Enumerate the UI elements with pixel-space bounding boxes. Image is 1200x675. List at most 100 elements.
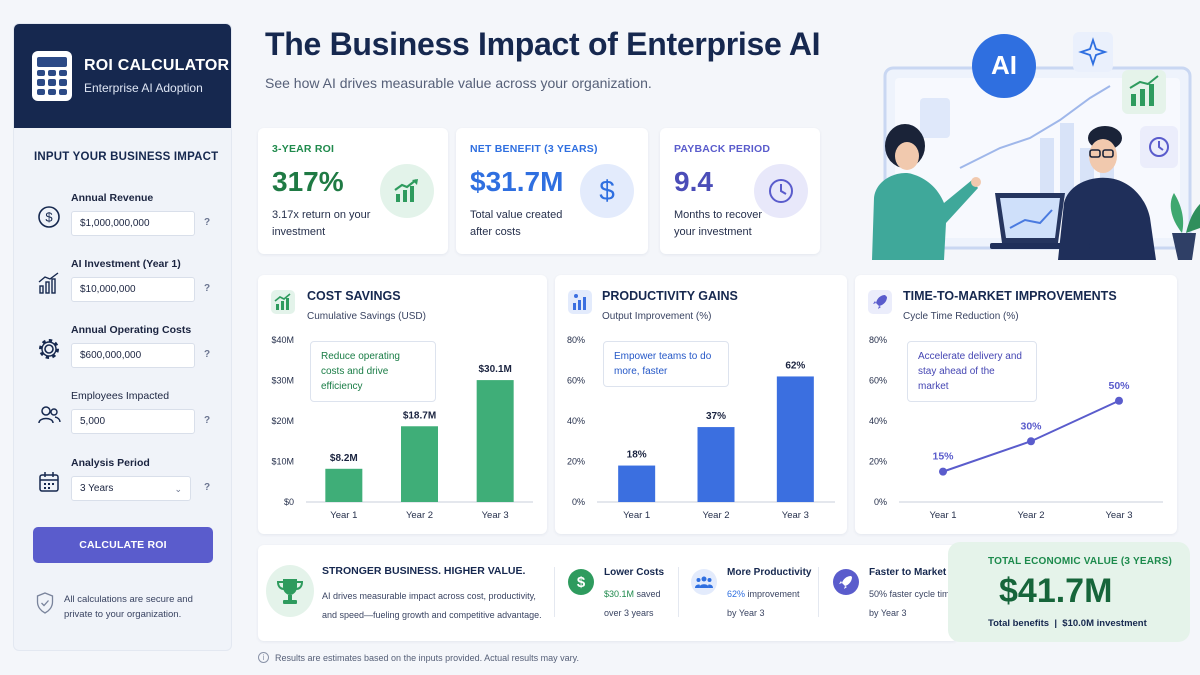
rocket-icon bbox=[833, 569, 859, 595]
bar bbox=[697, 427, 735, 502]
y-tick-label: 60% bbox=[567, 376, 585, 386]
y-tick-label: 20% bbox=[567, 457, 585, 467]
bar bbox=[476, 380, 514, 502]
clock-icon bbox=[754, 164, 808, 218]
benefit-line: by Year 3 bbox=[727, 608, 765, 618]
help-icon[interactable]: ? bbox=[204, 415, 211, 426]
bar bbox=[776, 376, 814, 502]
bar bbox=[325, 468, 363, 502]
gear-icon bbox=[39, 339, 59, 359]
chart-title: PRODUCTIVITY GAINS bbox=[602, 289, 738, 303]
security-note-text: All calculations are secure and private … bbox=[64, 594, 193, 620]
data-label: $30.1M bbox=[478, 364, 511, 375]
kpi-value: 9.4 bbox=[674, 166, 713, 197]
analysis-period-value: 3 Years bbox=[80, 483, 114, 494]
benefit-text: 50% faster cycle time by Year 3 bbox=[869, 585, 955, 623]
kpi-description: 3.17x return on your investment bbox=[272, 209, 371, 238]
x-tick-label: Year 2 bbox=[702, 510, 729, 521]
chart-callout: Reduce operating costs and drive efficie… bbox=[310, 341, 436, 402]
x-tick-label: Year 3 bbox=[482, 510, 509, 521]
x-tick-label: Year 2 bbox=[1017, 510, 1044, 521]
ai-investment-label: AI Investment (Year 1) bbox=[71, 258, 181, 270]
separator: | bbox=[1054, 618, 1058, 629]
chart-callout: Accelerate delivery and stay ahead of th… bbox=[907, 341, 1037, 402]
growth-chart-icon bbox=[380, 164, 434, 218]
cost-savings-card: COST SAVINGS Cumulative Savings (USD) $0… bbox=[258, 275, 547, 534]
y-tick-label: $10M bbox=[271, 457, 294, 467]
calculator-icon bbox=[32, 51, 72, 101]
kpi-card-roi: 3-YEAR ROI 317% 3.17x return on your inv… bbox=[258, 128, 448, 254]
chart-subtitle: Cumulative Savings (USD) bbox=[307, 311, 426, 322]
y-tick-label: 60% bbox=[869, 376, 887, 386]
users-icon bbox=[38, 406, 61, 424]
productivity-chart: 0% 20% 40% 60% 80% Year 1 Year 2 Year 3 18% 37% 62… bbox=[567, 335, 835, 521]
y-tick-label: 40% bbox=[567, 416, 585, 426]
kpi-label: NET BENEFIT (3 YEARS) bbox=[470, 143, 598, 155]
kpi-label: PAYBACK PERIOD bbox=[674, 143, 771, 155]
y-tick-label: 80% bbox=[869, 335, 887, 345]
employees-label: Employees Impacted bbox=[71, 390, 170, 402]
data-label: 62% bbox=[785, 360, 805, 371]
y-tick-label: 20% bbox=[869, 457, 887, 467]
benefit-line: by Year 3 bbox=[869, 608, 907, 618]
disclaimer-text: Results are estimates based on the input… bbox=[275, 652, 579, 663]
data-point bbox=[939, 467, 947, 476]
calculate-roi-button[interactable]: CALCULATE ROI bbox=[33, 527, 213, 563]
kpi-value: $31.7M bbox=[470, 166, 564, 197]
operating-costs-label: Annual Operating Costs bbox=[71, 324, 192, 336]
x-tick-label: Year 1 bbox=[623, 510, 650, 521]
help-icon[interactable]: ? bbox=[204, 283, 211, 294]
data-label: 15% bbox=[932, 451, 954, 463]
benefit-text: 62% improvement by Year 3 bbox=[727, 585, 800, 623]
productivity-icon bbox=[568, 290, 592, 314]
data-point bbox=[1027, 437, 1035, 446]
info-icon: i bbox=[258, 652, 269, 663]
data-label: $18.7M bbox=[403, 410, 436, 421]
annual-revenue-label: Annual Revenue bbox=[71, 192, 154, 204]
operating-costs-input[interactable]: $600,000,000 bbox=[71, 343, 195, 368]
kpi-value: 317% bbox=[272, 166, 344, 197]
data-label: 30% bbox=[1020, 420, 1042, 432]
growth-chart-icon bbox=[38, 272, 59, 294]
x-tick-label: Year 1 bbox=[330, 510, 357, 521]
chart-title: COST SAVINGS bbox=[307, 289, 401, 303]
analysis-period-label: Analysis Period bbox=[71, 457, 150, 469]
data-label: $8.2M bbox=[330, 453, 358, 464]
page-title: The Business Impact of Enterprise AI bbox=[265, 26, 821, 62]
calendar-icon bbox=[39, 472, 59, 492]
summary-heading: STRONGER BUSINESS. HIGHER VALUE. bbox=[322, 565, 526, 577]
svg-text:$: $ bbox=[599, 176, 615, 206]
help-icon[interactable]: ? bbox=[204, 349, 211, 360]
trophy-icon bbox=[266, 565, 314, 617]
time-to-market-card: TIME-TO-MARKET IMPROVEMENTS Cycle Time R… bbox=[855, 275, 1177, 534]
analysis-period-select[interactable]: 3 Years ⌄ bbox=[71, 476, 191, 501]
kpi-card-payback: PAYBACK PERIOD 9.4 Months to recover you… bbox=[660, 128, 820, 254]
app-subtitle: Enterprise AI Adoption bbox=[84, 81, 203, 95]
chart-title: TIME-TO-MARKET IMPROVEMENTS bbox=[903, 289, 1117, 303]
help-icon[interactable]: ? bbox=[204, 482, 211, 493]
benefit-title: Faster to Market bbox=[869, 567, 947, 578]
kpi-label: 3-YEAR ROI bbox=[272, 143, 335, 155]
ai-investment-input[interactable]: $10,000,000 bbox=[71, 277, 195, 302]
annual-revenue-input[interactable]: $1,000,000,000 bbox=[71, 211, 195, 236]
rocket-icon bbox=[868, 290, 892, 314]
y-tick-label: 0% bbox=[572, 497, 585, 507]
employees-input[interactable]: 5,000 bbox=[71, 409, 195, 434]
team-icon bbox=[691, 569, 717, 595]
total-value: $41.7M bbox=[999, 572, 1113, 610]
productivity-gains-card: PRODUCTIVITY GAINS Output Improvement (%… bbox=[555, 275, 847, 534]
y-tick-label: $40M bbox=[271, 335, 294, 345]
chart-subtitle: Cycle Time Reduction (%) bbox=[903, 311, 1019, 322]
data-label: 37% bbox=[706, 411, 726, 422]
ai-investment-field: AI Investment (Year 1) $10,000,000 ? bbox=[34, 258, 224, 316]
chevron-down-icon: ⌄ bbox=[174, 484, 182, 494]
sidebar: ROI CALCULATOR Enterprise AI Adoption IN… bbox=[13, 23, 232, 651]
security-note: All calculations are secure and private … bbox=[36, 592, 216, 622]
y-tick-label: $30M bbox=[271, 376, 294, 386]
input-section-title: INPUT YOUR BUSINESS IMPACT bbox=[34, 151, 219, 163]
help-icon[interactable]: ? bbox=[204, 217, 211, 228]
bar bbox=[618, 465, 656, 502]
operating-costs-field: Annual Operating Costs $600,000,000 ? bbox=[34, 324, 224, 382]
y-tick-label: 40% bbox=[869, 416, 887, 426]
summary-text: AI drives measurable impact across cost,… bbox=[322, 591, 542, 620]
